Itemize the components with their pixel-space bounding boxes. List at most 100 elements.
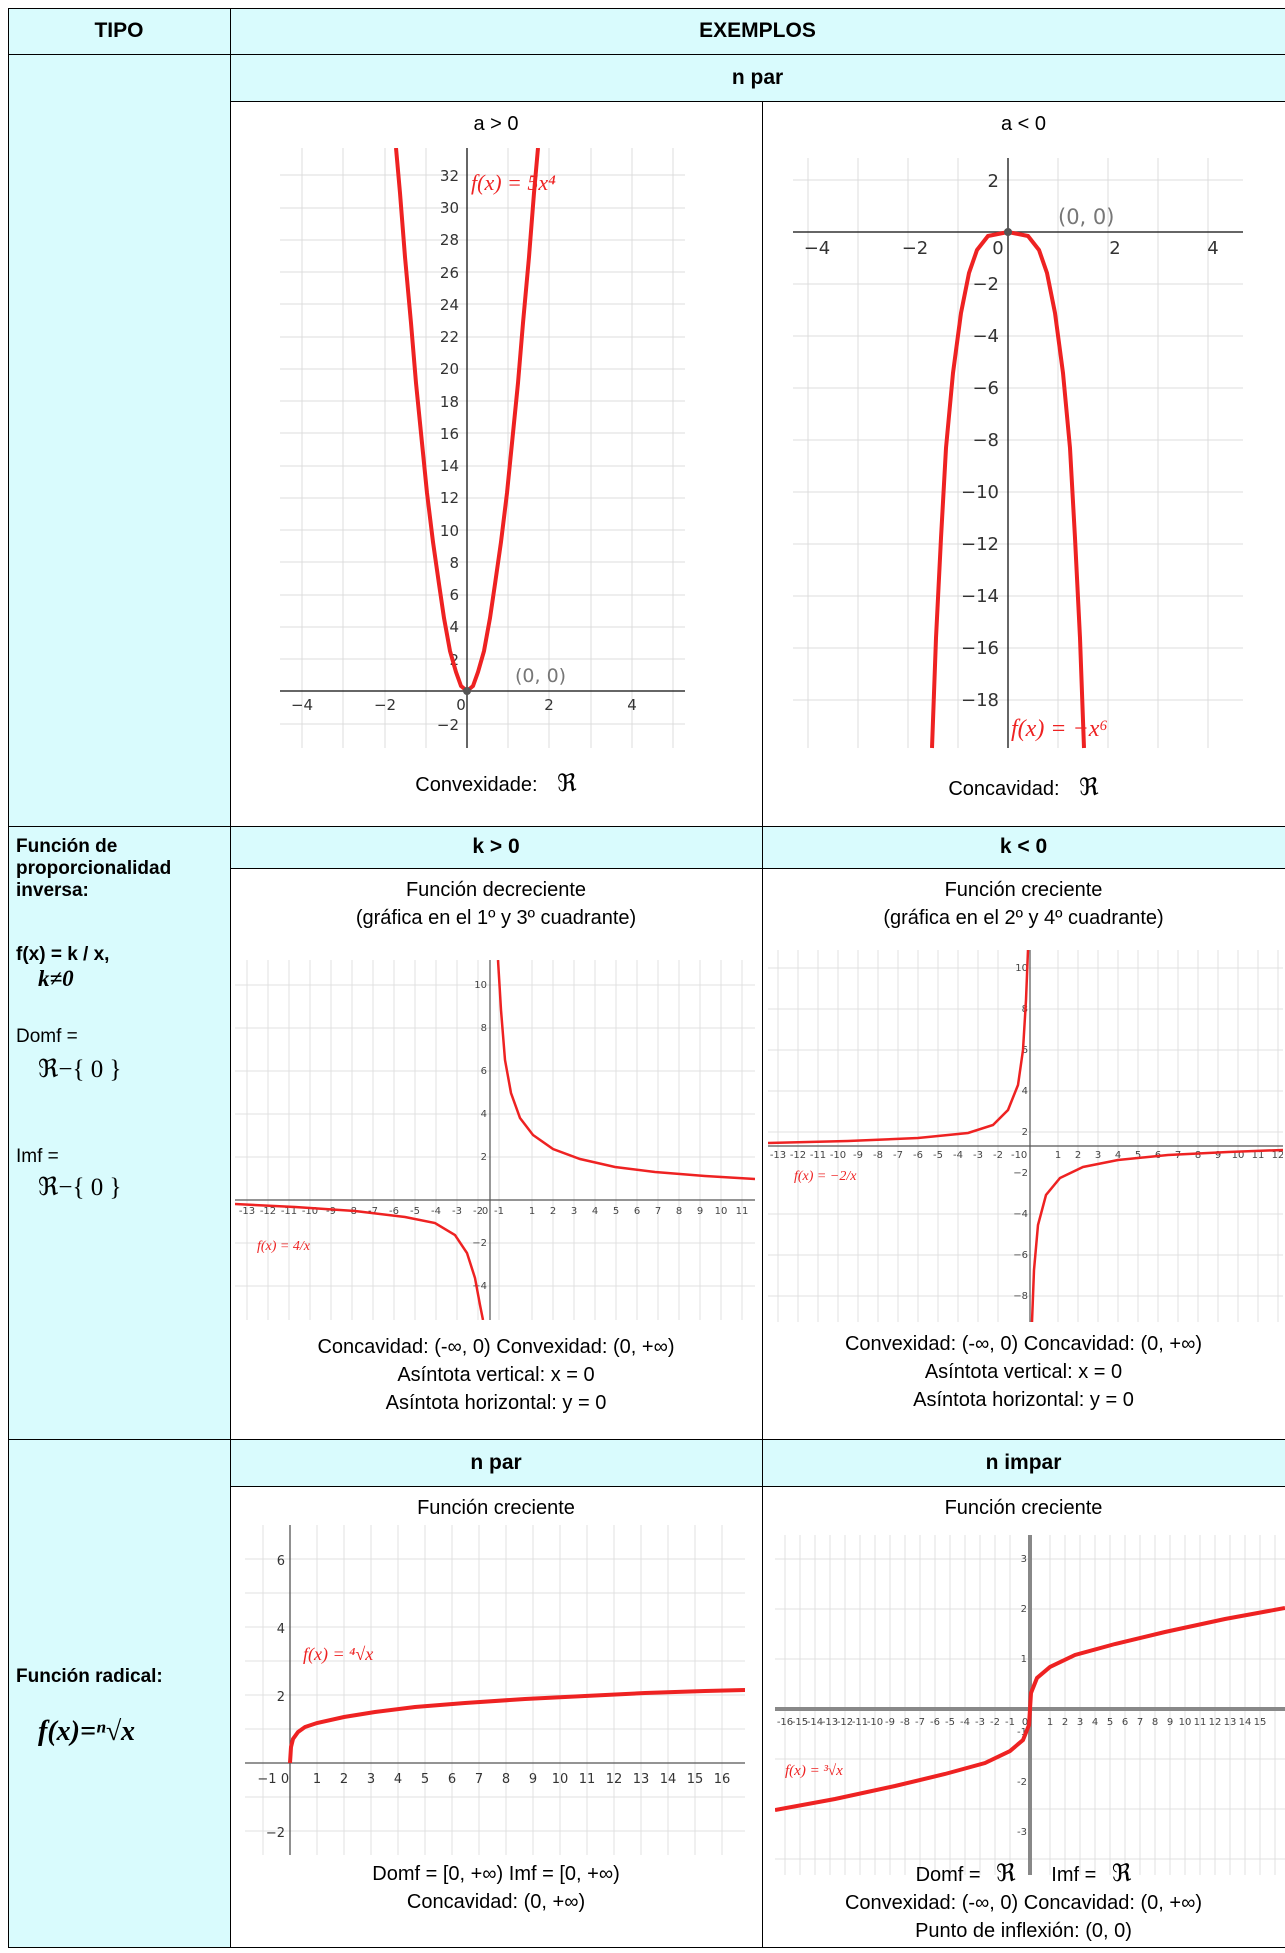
svg-text:15: 15 [687,1772,704,1787]
svg-text:−4: −4 [804,238,831,259]
svg-text:15: 15 [1254,1717,1267,1728]
row1-bg [230,101,1285,826]
svg-text:-7: -7 [368,1206,378,1217]
svg-text:4: 4 [481,1109,487,1120]
svg-text:20: 20 [440,360,459,378]
svg-text:6: 6 [448,1772,456,1787]
svg-text:-7: -7 [893,1150,903,1161]
svg-text:8: 8 [1152,1717,1158,1728]
svg-text:-8: -8 [900,1717,910,1728]
row2-type-formula: f(x) = k / x, [16,944,110,965]
svg-text:10: 10 [1015,963,1028,974]
svg-text:12: 12 [606,1772,623,1787]
svg-text:-5: -5 [945,1717,955,1728]
svg-text:26: 26 [440,264,459,282]
svg-text:-9: -9 [853,1150,863,1161]
real-numbers-symbol: ℜ [996,1861,1016,1887]
svg-text:8: 8 [449,554,459,572]
svg-text:-13: -13 [239,1206,255,1217]
svg-text:-2: -2 [990,1717,1000,1728]
svg-text:10: 10 [440,522,459,540]
svg-text:0: 0 [482,1206,488,1217]
concavidad-label: Concavidad: [948,778,1060,800]
svg-text:0: 0 [992,238,1003,259]
row1-col2-label: a < 0 [1000,113,1047,135]
svg-text:−2: −2 [266,1826,285,1841]
svg-text:10: 10 [552,1772,569,1787]
svg-text:2: 2 [340,1772,348,1787]
svg-text:-10: -10 [302,1206,318,1217]
svg-text:−6: −6 [972,378,999,399]
svg-text:13: 13 [1224,1717,1237,1728]
svg-text:-3: -3 [973,1150,983,1161]
svg-text:10: 10 [1232,1150,1245,1161]
svg-text:4: 4 [277,1622,285,1637]
svg-text:−2: −2 [902,238,929,259]
svg-text:5: 5 [1107,1717,1113,1728]
svg-text:2: 2 [1075,1150,1081,1161]
svg-text:12: 12 [1272,1150,1283,1161]
svg-text:−4: −4 [291,696,313,714]
graph-cube-root: 321-1-2-3 -16-15-14-13-12-11-10 -9 -8 -7 -6-… [775,1535,1285,1875]
svg-text:1: 1 [1021,1654,1027,1665]
svg-text:4: 4 [1207,238,1218,259]
real-numbers-symbol: ℜ [1079,775,1099,801]
svg-text:-1: -1 [1017,1727,1027,1738]
svg-text:4: 4 [627,696,637,714]
svg-text:11: 11 [1194,1717,1207,1728]
svg-text:-3: -3 [1017,1827,1027,1838]
exemplos-header: EXEMPLOS [699,19,816,42]
svg-text:−8: −8 [972,430,999,451]
svg-text:-15: -15 [792,1717,808,1728]
svg-text:2: 2 [1022,1127,1028,1138]
svg-text:-11: -11 [810,1150,826,1161]
row2-bg [230,868,1285,1439]
svg-text:-11: -11 [852,1717,868,1728]
svg-text:10: 10 [474,980,487,991]
row3-col1-title: Función creciente [417,1497,575,1519]
row2-type-condition: k≠0 [38,966,74,991]
svg-text:2: 2 [277,1690,285,1705]
row2-col1-caption: Concavidad: (-∞, 0) Convexidad: (0, +∞) A… [317,1336,675,1414]
row3-subheader-bg [230,1439,1285,1486]
svg-text:−4: −4 [972,326,999,347]
row2-type-title: Función de proporcionalidad inversa: [16,836,172,901]
row2-col2-subheader: k < 0 [999,835,1048,858]
svg-text:0: 0 [456,696,466,714]
row3-type-formula: f(x)=ⁿ√x [38,1716,136,1747]
svg-text:18: 18 [440,393,459,411]
svg-text:10: 10 [1179,1717,1192,1728]
svg-text:2: 2 [1062,1717,1068,1728]
svg-text:9: 9 [1167,1717,1173,1728]
svg-text:8: 8 [1195,1150,1201,1161]
domf-value: ℜ−{ 0 } [38,1056,122,1083]
imf-value: ℜ−{ 0 } [38,1174,122,1201]
svg-text:-6: -6 [389,1206,399,1217]
svg-text:-4: -4 [431,1206,441,1217]
graph-neg-x6-point: (0, 0) [1058,205,1114,229]
svg-text:−4: −4 [472,1281,487,1292]
svg-text:9: 9 [1215,1150,1221,1161]
svg-text:−2: −2 [472,1238,487,1249]
row3-col2-subheader: n impar [985,1450,1062,1474]
svg-text:6: 6 [481,1066,487,1077]
row3-col2-caption: Domf = ℜ Imf = ℜ Convexidad: (-∞, 0) Con… [762,1860,1285,1945]
svg-text:3: 3 [571,1206,577,1217]
svg-text:5: 5 [1135,1150,1141,1161]
svg-text:2: 2 [1021,1604,1027,1615]
row2-col2-caption: Convexidad: (-∞, 0) Concavidad: (0, +∞) A… [844,1333,1202,1411]
row3-col1-caption: Domf = [0, +∞) Imf = [0, +∞) Concavidad: … [372,1863,620,1913]
svg-text:6: 6 [1022,1045,1028,1056]
svg-text:-12: -12 [260,1206,276,1217]
row1-col1-caption: Convexidade: ℜ [230,770,762,799]
svg-text:-4: -4 [960,1717,970,1728]
svg-text:9: 9 [529,1772,537,1787]
svg-text:8: 8 [502,1772,510,1787]
row3-bg [230,1486,1285,1948]
svg-text:−16: −16 [961,638,999,659]
svg-text:1: 1 [313,1772,321,1787]
svg-text:-13: -13 [770,1150,786,1161]
svg-text:-7: -7 [915,1717,925,1728]
graph-cube-root-formula: f(x) = ³√x [785,1763,843,1779]
